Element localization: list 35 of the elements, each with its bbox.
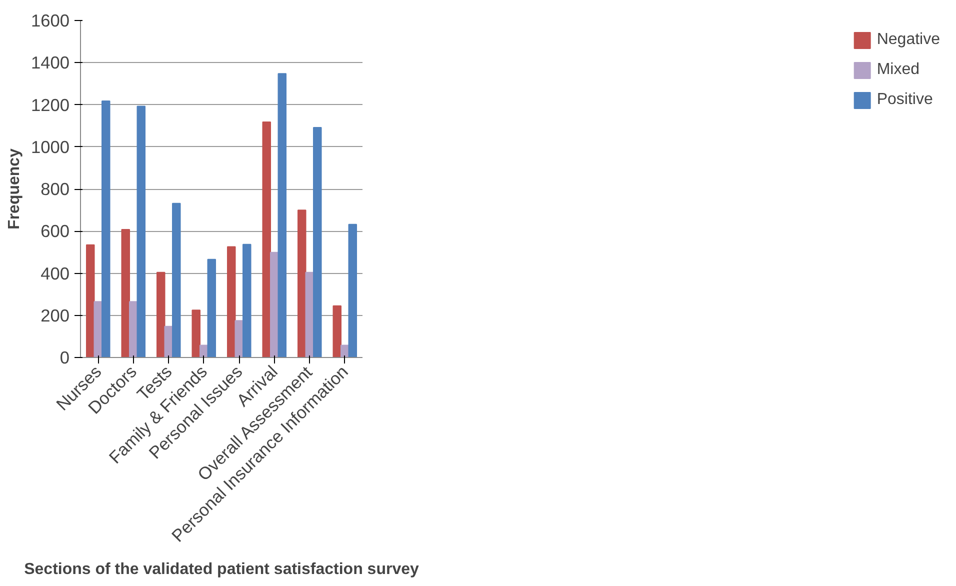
y-tick-label: 1400 xyxy=(30,52,70,73)
legend-label: Mixed xyxy=(876,61,920,79)
bar xyxy=(297,210,306,358)
bar xyxy=(86,244,95,358)
legend-label: Positive xyxy=(876,91,933,109)
bar xyxy=(156,272,166,358)
bar xyxy=(172,202,181,358)
y-tick-label: 800 xyxy=(40,179,70,199)
bar xyxy=(332,305,342,358)
y-axis-title: Frequency xyxy=(6,148,23,230)
y-tick-label: 1200 xyxy=(30,94,70,115)
y-tick-label: 1000 xyxy=(30,136,70,157)
bar xyxy=(305,272,314,358)
bar xyxy=(121,228,130,358)
y-tick-label: 1600 xyxy=(30,10,70,30)
bar xyxy=(242,244,252,358)
bar xyxy=(262,122,271,358)
x-axis-title: Sections of the validated patient satisfaction survey xyxy=(24,560,419,578)
y-tick-label: 400 xyxy=(40,263,70,284)
y-tick-label: 0 xyxy=(60,348,70,368)
bar xyxy=(102,100,110,358)
bar xyxy=(207,258,216,358)
legend-label: Negative xyxy=(876,31,940,49)
y-tick-label: 200 xyxy=(40,305,70,326)
bar xyxy=(192,310,200,358)
bar xyxy=(234,320,244,358)
bar xyxy=(94,301,103,358)
bar xyxy=(348,224,358,358)
bar xyxy=(270,252,279,358)
bar xyxy=(226,246,236,358)
bar xyxy=(313,126,322,358)
y-tick-label: 600 xyxy=(40,221,70,242)
bar xyxy=(128,301,138,358)
bar xyxy=(278,73,287,358)
bar xyxy=(136,106,146,358)
